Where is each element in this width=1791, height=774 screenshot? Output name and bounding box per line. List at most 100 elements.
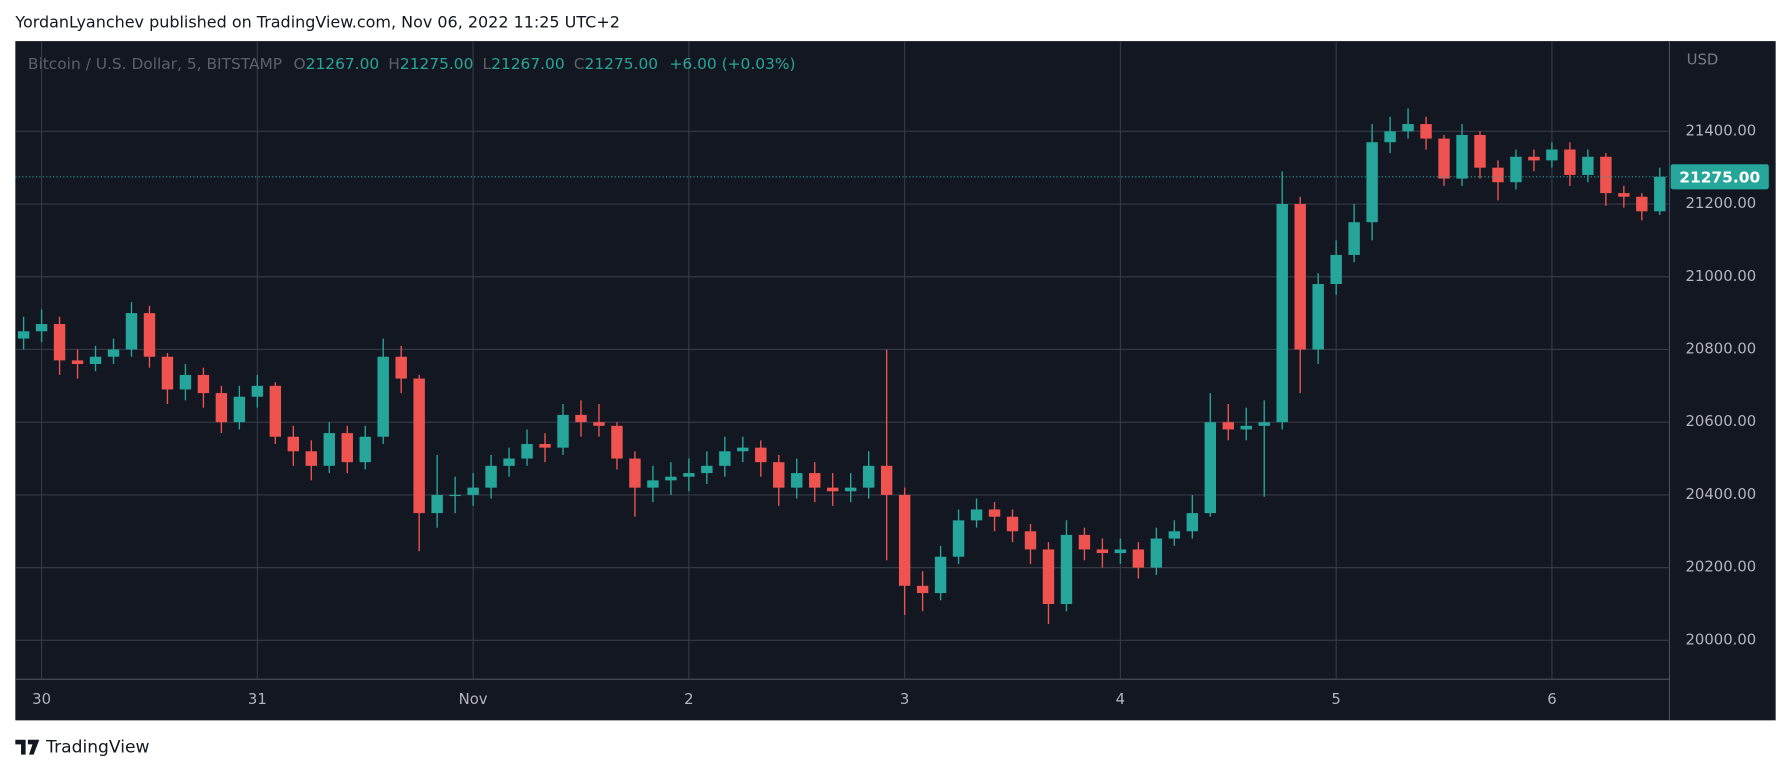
x-tick-label: 6 [1547,691,1556,708]
candle-body [755,447,767,463]
candle-body [1654,176,1666,212]
candle-body [1222,422,1234,430]
ohlc-value: 21275.00 [585,54,659,72]
candle-body [107,349,120,357]
footer-text: TradingView [45,738,149,758]
legend: Bitcoin / U.S. Dollar, 5, BITSTAMP O21267… [28,54,796,72]
candle-body [287,436,300,452]
candle-body [521,444,533,459]
y-tick-label: 21000.00 [1685,268,1756,285]
candle-body [35,324,48,332]
candle-body [323,433,335,466]
candle-body [611,425,623,459]
candle-body [970,509,983,521]
candle-body [269,385,282,437]
candle-body [1294,204,1306,350]
ohlc-key: L [483,54,492,72]
candle-body [1348,222,1360,255]
candle-body [197,374,210,394]
candle-body [593,422,605,426]
candle-body [1060,534,1073,604]
chart-panel [15,41,1776,721]
x-tick-label: Nov [459,691,488,708]
candle-body [1546,149,1558,161]
candle-body [539,444,551,448]
candle-body [1078,534,1091,550]
candle-body [413,378,425,514]
candle-body [305,451,317,466]
candle-body [647,480,659,488]
candle-body [862,465,875,488]
candle-body [125,313,138,350]
candle-body [665,476,677,481]
y-tick-label: 21200.00 [1685,195,1756,212]
candle-body [503,458,515,466]
candle-body [1618,193,1630,197]
candle-body [1330,254,1342,285]
ohlc-value: 21267.00 [491,54,565,72]
logo-mark [15,739,40,755]
x-tick-label: 31 [248,691,267,708]
candle-body [233,396,246,423]
candle-body [557,414,569,448]
candle-body [485,465,497,488]
header: YordanLyanchev published on TradingView.… [14,12,620,31]
candle-body [161,356,174,390]
ohlc-key: C [574,54,585,72]
candle-body [17,331,30,339]
ohlc-key: H [388,54,400,72]
candle-body [880,465,893,495]
candle-body [773,462,785,488]
candle-body [683,473,695,477]
candle-body [791,473,803,488]
ohlc-key: O [294,54,306,72]
candle-body [1636,196,1648,212]
ohlc-value: 21275.00 [400,54,474,72]
candle-body [1024,531,1037,550]
candle-body [1510,156,1522,183]
candle-body [1150,538,1163,568]
candle-body [1042,549,1055,604]
candle-body [215,393,228,423]
candle-body [53,324,66,361]
candle-body [1096,549,1109,554]
candle-body [827,487,839,492]
candle-body [467,487,479,495]
candle-body [1402,124,1414,132]
candle-body [1258,422,1270,426]
candle-body [395,356,407,379]
candle-body [844,487,857,492]
footer-logo: TradingView [15,738,150,758]
candle-body [1366,142,1378,223]
candle-body [1582,156,1594,175]
candle-body [377,356,389,437]
candle-body [1438,138,1450,179]
candle-body [449,494,461,497]
x-tick-label: 3 [900,691,909,708]
candle-body [737,447,749,452]
candle-body [629,458,641,488]
candle-body [916,585,929,594]
candle-body [1492,167,1504,183]
x-tick-label: 30 [32,691,51,708]
x-tick-label: 2 [684,691,693,708]
candle-body [1240,425,1252,430]
x-tick-label: 5 [1331,691,1340,708]
candle-body [1204,422,1217,514]
y-tick-label: 20000.00 [1685,631,1756,648]
candle-body [934,556,947,594]
y-tick-label: 20200.00 [1685,559,1756,576]
candle-body [1528,156,1540,161]
candle-body [1276,204,1288,423]
candle-body [341,433,353,463]
y-tick-label: 20400.00 [1685,486,1756,503]
candle-body [1456,134,1468,179]
overlay: 21275.00 [15,164,1769,190]
candle-body [89,356,102,365]
candle-body [359,436,371,463]
candle-body [988,509,1001,517]
candle-body [1474,134,1486,168]
candle-body [179,374,192,390]
candle-body [719,451,731,466]
